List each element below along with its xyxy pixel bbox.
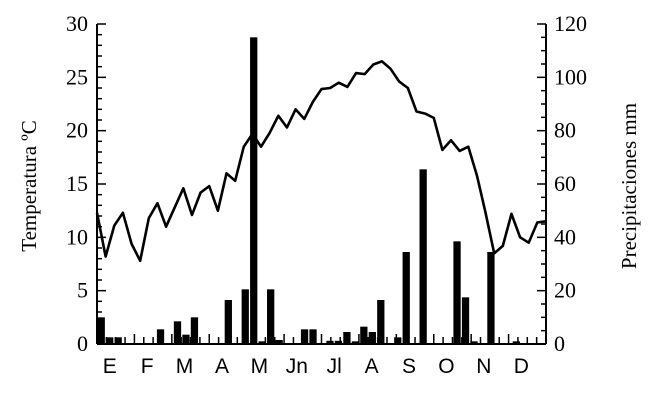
precip-bar-26	[309, 329, 317, 344]
temperature-line-layer	[95, 60, 547, 263]
left-tick-label: 15	[66, 171, 88, 196]
left-tick-label: 30	[66, 11, 88, 36]
right-tick-label: 80	[554, 118, 576, 143]
precip-bar-30	[343, 332, 351, 344]
precip-bar-36	[394, 337, 402, 344]
month-label: Jn	[286, 355, 308, 378]
precip-bar-8	[156, 329, 165, 344]
temperature-line	[95, 60, 547, 263]
month-label: F	[141, 355, 154, 378]
precip-bar-16	[224, 300, 232, 344]
precip-bar-31	[351, 341, 360, 344]
left-tick-label: 5	[77, 278, 88, 303]
axis-labels: Temperatura ºC Precipitaciones mm	[17, 103, 641, 269]
precip-bar-50	[512, 341, 520, 344]
month-label: A	[215, 355, 229, 378]
left-tick-label: 20	[66, 118, 88, 143]
left-tick-label: 0	[77, 331, 88, 356]
left-tick-label: 25	[66, 64, 88, 89]
right-tick-label: 100	[554, 64, 587, 89]
precip-bar-19	[250, 37, 258, 344]
precip-bar-44	[461, 297, 470, 344]
precip-bar-29	[334, 340, 343, 344]
right-tick-label: 0	[554, 331, 565, 356]
right-tick-label: 60	[554, 171, 576, 196]
month-label: N	[476, 355, 491, 378]
precip-bar-34	[377, 300, 385, 344]
precip-bar-25	[300, 329, 309, 344]
right-tick-label: 120	[554, 11, 587, 36]
right-tick-label: 40	[554, 224, 576, 249]
precip-bar-10	[173, 321, 182, 344]
precip-bar-33	[368, 332, 376, 344]
right-axis-label: Precipitaciones mm	[617, 103, 641, 269]
precip-bar-21	[267, 289, 275, 344]
month-label: E	[103, 355, 117, 378]
precip-bar-45	[470, 341, 478, 344]
precip-bar-37	[402, 252, 410, 344]
month-label: S	[402, 355, 416, 378]
precip-bar-43	[453, 241, 461, 344]
precip-bar-32	[360, 326, 368, 344]
precip-bar-3	[114, 337, 122, 344]
precip-bar-47	[487, 252, 495, 344]
precip-bar-20	[258, 341, 266, 344]
precipitation-bars	[97, 37, 520, 344]
right-tick-label: 20	[554, 278, 576, 303]
precip-bar-1	[97, 317, 105, 344]
left-tick-label: 10	[66, 224, 88, 249]
precip-bar-22	[275, 340, 283, 344]
precip-bar-39	[419, 169, 427, 344]
month-label: Jl	[327, 355, 342, 378]
month-label: O	[438, 355, 454, 378]
precip-bar-12	[190, 317, 199, 344]
precip-bar-28	[326, 340, 334, 344]
precip-bar-18	[241, 289, 249, 344]
left-axis-label: Temperatura ºC	[17, 120, 41, 252]
month-label: A	[365, 355, 379, 378]
precip-bar-2	[106, 337, 114, 344]
month-label: M	[176, 355, 194, 378]
month-label: D	[514, 355, 529, 378]
month-label: M	[251, 355, 269, 378]
precip-bar-11	[182, 334, 190, 344]
